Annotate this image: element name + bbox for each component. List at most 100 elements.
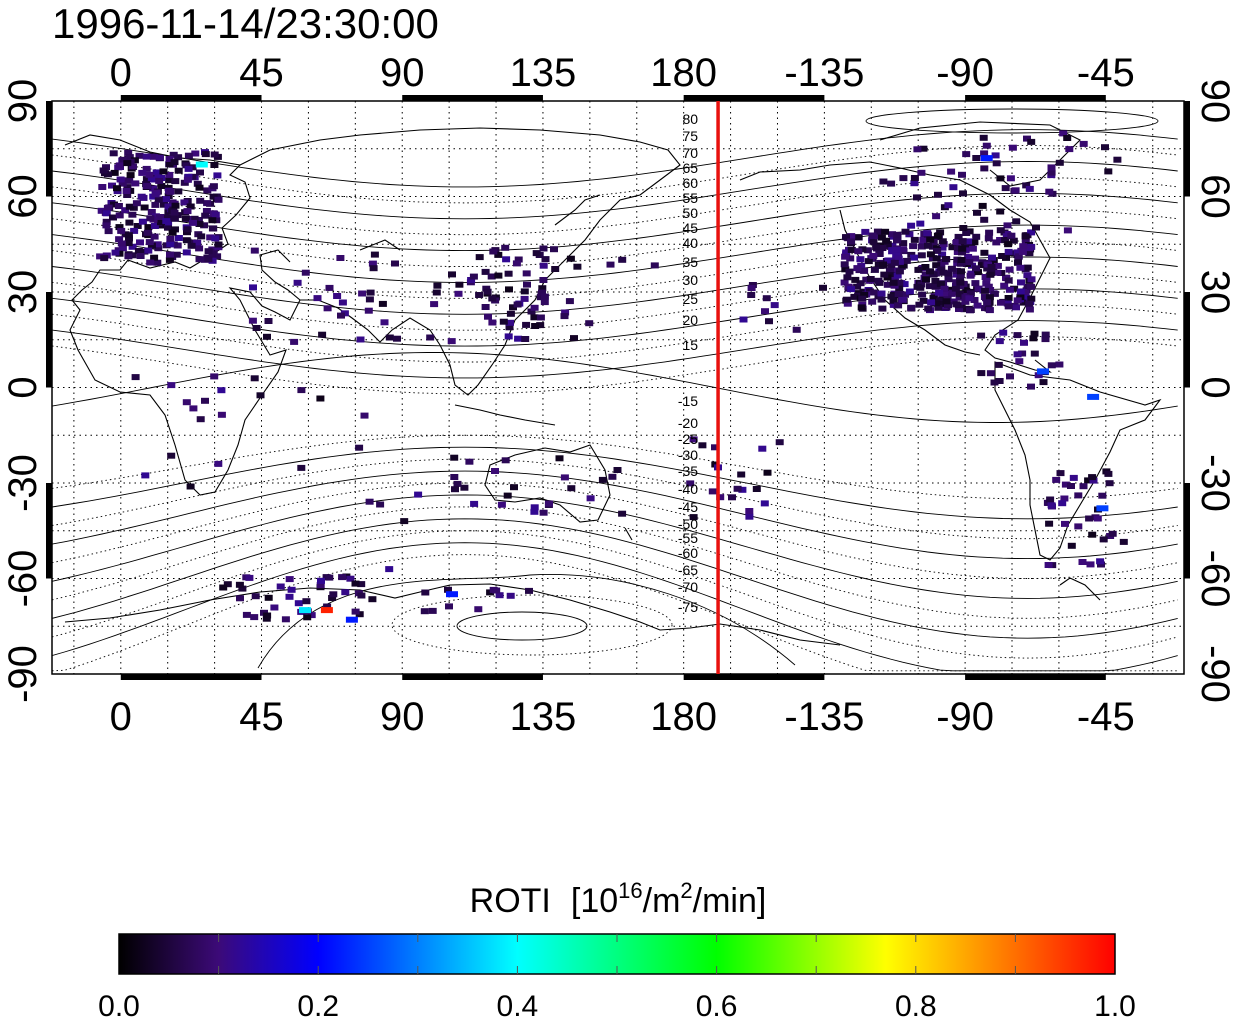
latitude-tick-labels-right: 90 60 30 0 -30 -60 -90 [1193, 79, 1237, 703]
roti-cell [960, 306, 969, 313]
roti-cell [316, 395, 325, 402]
roti-cell [984, 235, 993, 242]
roti-cell [531, 323, 540, 329]
roti-cell [149, 153, 158, 160]
roti-cell [428, 607, 437, 614]
roti-cell [1022, 182, 1031, 189]
roti-cell [994, 361, 1003, 368]
roti-cell [250, 614, 259, 621]
roti-cell [902, 257, 911, 264]
roti-cell [932, 255, 941, 262]
roti-cell [475, 292, 484, 298]
roti-cell [972, 265, 980, 272]
roti-cell [146, 215, 155, 222]
roti-cell [122, 188, 131, 194]
roti-cell [328, 595, 337, 601]
roti-cell [195, 245, 204, 252]
roti-data-cells [96, 130, 1128, 623]
roti-cell [202, 208, 211, 214]
roti-cell [128, 163, 137, 170]
roti-cell [492, 587, 501, 594]
roti-cell [932, 213, 941, 220]
magnetic-contour-line [52, 176, 1178, 236]
roti-cell-highlight [320, 607, 333, 614]
roti-cell [281, 616, 290, 623]
roti-cell [929, 271, 938, 278]
roti-cell [1029, 335, 1038, 342]
colorbar-ticks [218, 934, 1016, 974]
roti-cell [172, 251, 181, 258]
roti-cell [916, 284, 925, 291]
roti-cell [758, 445, 767, 452]
magnetic-contour-line [52, 304, 1178, 363]
roti-cell [263, 333, 271, 340]
roti-cell [307, 612, 316, 619]
roti-cell [895, 258, 904, 265]
roti-cell [910, 180, 919, 187]
roti-cell [1013, 332, 1022, 339]
roti-cell [952, 267, 961, 274]
roti-cell [995, 338, 1004, 345]
roti-cell [532, 250, 541, 257]
roti-cell [698, 442, 707, 449]
roti-cell [977, 370, 986, 377]
roti-cell [1065, 146, 1074, 153]
roti-cell [530, 504, 539, 511]
roti-cell [929, 243, 937, 250]
lat-tick-label: 30 [1193, 270, 1237, 315]
roti-cell [1021, 238, 1030, 245]
roti-cell [1011, 187, 1020, 194]
roti-cell [186, 203, 195, 210]
roti-cell [123, 192, 132, 198]
roti-cell [153, 259, 162, 266]
roti-cell [171, 226, 179, 233]
roti-cell [1093, 515, 1102, 522]
roti-cell [970, 297, 979, 303]
axis-tick-bar [683, 674, 825, 680]
roti-cell [937, 266, 946, 273]
roti-cell [980, 150, 989, 157]
roti-cell [955, 306, 963, 312]
roti-cell [323, 603, 332, 610]
roti-cell [245, 574, 254, 581]
lat-tick-label: -90 [1193, 645, 1237, 703]
magnetic-contour-line [52, 518, 1178, 639]
roti-cell [970, 239, 979, 246]
roti-cell [264, 318, 273, 324]
roti-cell [917, 252, 926, 259]
roti-cell [420, 608, 429, 615]
roti-cell [124, 232, 133, 239]
roti-cell [972, 233, 981, 240]
roti-cell [495, 592, 504, 599]
roti-cell [150, 254, 159, 261]
roti-cell [196, 169, 204, 176]
contour-label: 30 [682, 272, 698, 288]
lon-tick-label: 0 [110, 51, 132, 95]
roti-cell [847, 286, 856, 293]
roti-cell [982, 142, 991, 149]
roti-cell [841, 266, 850, 273]
roti-cell [430, 301, 439, 308]
roti-cell [504, 333, 513, 340]
roti-cell [104, 228, 113, 235]
roti-cell [986, 287, 995, 293]
roti-cell [165, 256, 174, 263]
roti-cell [138, 218, 147, 225]
roti-cell [144, 247, 153, 254]
roti-cell [365, 296, 374, 303]
roti-cell [1088, 474, 1097, 481]
roti-cell [762, 295, 771, 302]
roti-cell [142, 153, 151, 160]
lat-tick-label: 60 [1193, 174, 1237, 219]
magnetic-contour-line [52, 446, 1178, 520]
map-title: 1996-11-14/23:30:00 [52, 0, 439, 47]
roti-cell [980, 287, 989, 294]
roti-cell [857, 304, 866, 311]
roti-cell [1021, 233, 1030, 240]
roti-cell [195, 221, 204, 227]
roti-cell [888, 242, 897, 249]
roti-cell [376, 501, 385, 508]
roti-cell [861, 228, 870, 235]
roti-cell [887, 263, 896, 270]
roti-cell [483, 288, 492, 295]
